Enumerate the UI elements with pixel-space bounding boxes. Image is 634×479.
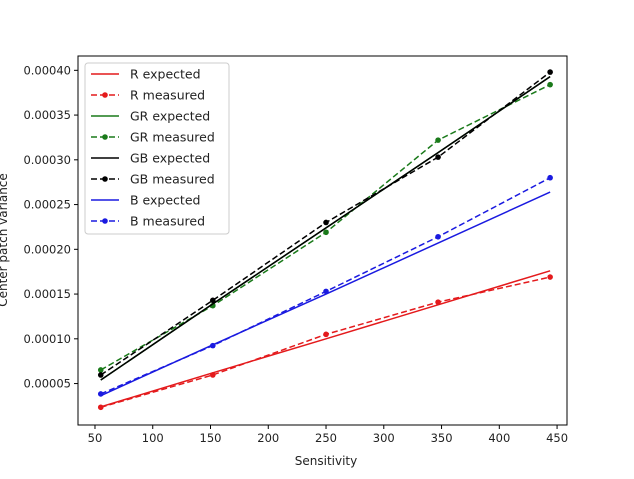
data-point-gr-measured — [547, 81, 553, 88]
x-tick-label: 350 — [431, 431, 453, 445]
y-tick-label: 0.00015 — [23, 287, 71, 301]
y-tick-label: 0.00010 — [23, 332, 71, 346]
data-point-b-measured — [323, 288, 329, 295]
x-axis-label: Sensitivity — [295, 454, 357, 468]
y-tick-label: 0.00020 — [23, 242, 71, 256]
legend-box — [84, 62, 230, 235]
data-point-gr-measured — [435, 137, 441, 143]
series-group — [97, 69, 553, 411]
legend: R expected R measured GR expected GR measur… — [84, 62, 230, 235]
legend-label-b-measured: B measured — [130, 214, 205, 229]
data-point-b-measured — [435, 233, 441, 240]
x-tick-label: 100 — [142, 431, 164, 445]
legend-marker — [102, 134, 108, 140]
data-point-b-measured — [97, 391, 104, 397]
data-point-b-measured — [210, 342, 216, 349]
data-point-r-measured — [97, 404, 104, 411]
legend-marker — [102, 218, 108, 224]
data-point-gb-measured — [547, 69, 553, 75]
legend-label-gb-measured: GB measured — [130, 172, 215, 187]
data-point-gb-measured — [435, 154, 441, 160]
legend-label-b-expected: B expected — [130, 193, 200, 208]
legend-label-r-measured: R measured — [130, 88, 205, 103]
data-point-gb-measured — [97, 372, 104, 378]
data-point-gb-measured — [323, 219, 329, 226]
x-tick-label: 400 — [488, 431, 510, 445]
legend-marker — [102, 92, 108, 98]
legend-label-r-expected: R expected — [130, 67, 201, 82]
legend-marker — [102, 176, 108, 182]
data-point-gr-measured — [323, 229, 329, 236]
series-line-gb-expected — [100, 75, 551, 381]
y-axis-label: Center patch variance — [0, 173, 10, 307]
x-tick-label: 50 — [88, 431, 103, 445]
data-point-r-measured — [435, 299, 441, 305]
data-point-r-measured — [547, 274, 553, 280]
legend-label-gr-measured: GR measured — [130, 130, 215, 145]
y-tick-label: 0.00035 — [23, 108, 71, 122]
y-axis: 0.00005 0.00010 0.00015 0.00020 0.00025 0.000… — [23, 63, 78, 391]
data-point-r-measured — [210, 372, 216, 378]
data-point-r-measured — [323, 331, 329, 338]
data-point-b-measured — [547, 174, 553, 181]
y-tick-label: 0.00030 — [23, 153, 71, 167]
x-tick-label: 300 — [373, 431, 395, 445]
data-point-gb-measured — [210, 297, 216, 304]
y-tick-label: 0.00005 — [23, 377, 71, 391]
y-tick-label: 0.00025 — [23, 198, 71, 212]
x-tick-label: 450 — [546, 431, 568, 445]
legend-label-gb-expected: GB expected — [130, 151, 210, 166]
data-point-gr-measured — [97, 367, 104, 373]
x-tick-label: 200 — [257, 431, 279, 445]
legend-label-gr-expected: GR expected — [130, 109, 210, 124]
x-tick-label: 150 — [200, 431, 222, 445]
x-tick-label: 250 — [315, 431, 337, 445]
x-axis: 50 100 150 200 250 300 350 400 450 — [88, 425, 568, 445]
y-tick-label: 0.00040 — [23, 63, 71, 77]
